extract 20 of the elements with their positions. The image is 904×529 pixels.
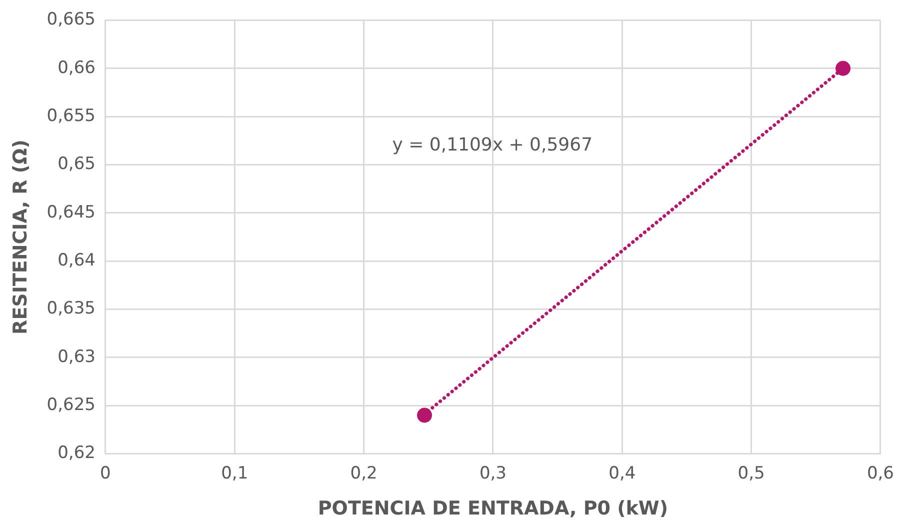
y-tick-label: 0,66 (58, 58, 96, 78)
y-tick-label: 0,635 (46, 298, 96, 319)
x-tick-label: 0,5 (738, 463, 765, 484)
x-tick-label: 0,3 (479, 463, 506, 484)
y-tick-label: 0,645 (46, 202, 96, 222)
y-tick-label: 0,655 (46, 106, 96, 126)
annotation: y = 0,1109x + 0,5967 (392, 134, 593, 156)
x-tick-label: 0,2 (350, 463, 378, 484)
x-tick-label: 0,1 (221, 463, 248, 484)
y-tick-label: 0,625 (46, 395, 96, 416)
y-tick-label: 0,665 (46, 10, 96, 30)
y-axis-title: RESITENCIA, R (Ω) (9, 140, 32, 334)
y-tick-label: 0,65 (58, 154, 96, 174)
x-tick-label: 0,6 (866, 463, 894, 484)
y-tick-label: 0,63 (58, 346, 96, 367)
y-tick-label: 0,64 (58, 250, 96, 271)
y-tick-label: 0,62 (58, 443, 96, 464)
x-axis-title: POTENCIA DE ENTRADA, P0 (kW) (318, 498, 668, 520)
x-tick-label: 0,4 (608, 463, 636, 484)
x-tick-label: 0 (100, 463, 111, 484)
